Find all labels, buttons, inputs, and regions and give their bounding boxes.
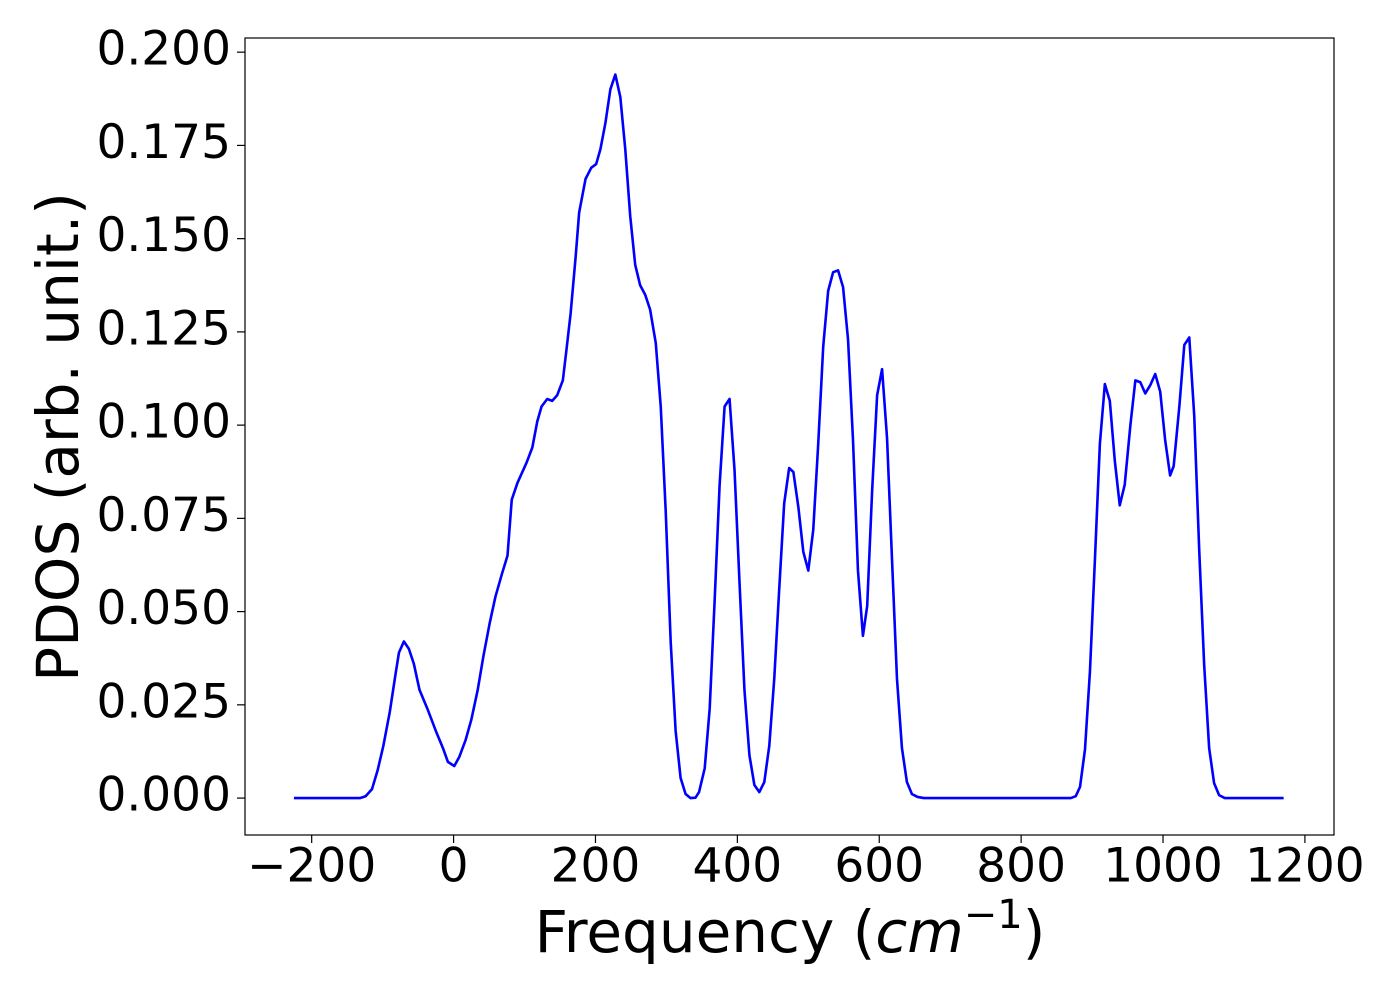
x-label-prefix: Frequency ( [535, 898, 876, 966]
y-tick-label: 0.100 [96, 395, 231, 450]
x-tick-label: 400 [692, 839, 782, 894]
y-axis-label: PDOS (arb. unit.) [24, 192, 92, 682]
x-tick-label: −200 [247, 839, 376, 894]
x-label-suffix: ) [1023, 898, 1046, 966]
series-line [293, 73, 1284, 800]
x-label-superscript: −1 [964, 892, 1023, 938]
x-tick-label: 1200 [1245, 839, 1365, 894]
x-tick-label: 600 [834, 839, 924, 894]
x-tick-label: 1000 [1103, 839, 1223, 894]
y-tick-label: 0.000 [96, 768, 231, 823]
y-tick-label: 0.175 [96, 115, 231, 170]
x-label-italic: cm [875, 898, 963, 966]
y-tick-label: 0.075 [96, 488, 231, 543]
y-tick-label: 0.200 [96, 22, 231, 77]
x-tick-label: 200 [551, 839, 641, 894]
x-axis-label: Frequency (cm−1) [535, 892, 1046, 966]
x-tick-label: 0 [439, 839, 469, 894]
y-tick-label: 0.150 [96, 208, 231, 263]
plot-frame [244, 37, 1335, 836]
x-tick-label: 800 [976, 839, 1066, 894]
y-tick-label: 0.025 [96, 674, 231, 729]
y-tick-label: 0.050 [96, 581, 231, 636]
y-tick-label: 0.125 [96, 301, 231, 356]
